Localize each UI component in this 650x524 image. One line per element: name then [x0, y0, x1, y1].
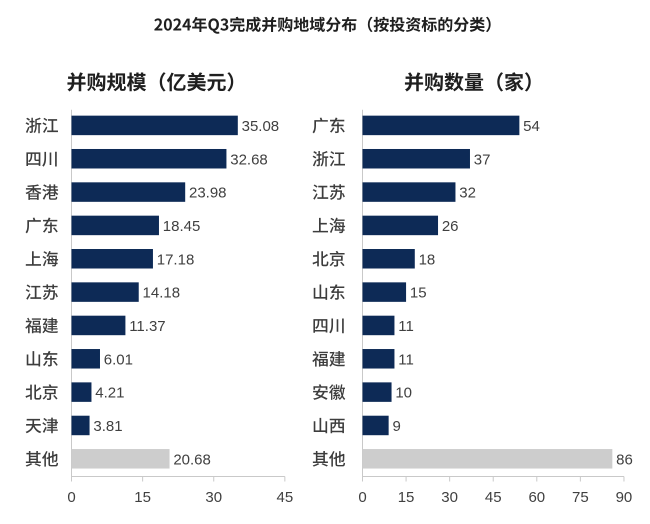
svg-text:14.18: 14.18 — [143, 285, 181, 302]
svg-text:60: 60 — [528, 489, 545, 506]
svg-text:32: 32 — [459, 185, 476, 202]
svg-text:37: 37 — [474, 151, 491, 168]
svg-text:30: 30 — [441, 489, 458, 506]
svg-text:15: 15 — [134, 489, 151, 506]
svg-text:45: 45 — [276, 489, 293, 506]
svg-text:11: 11 — [398, 351, 414, 368]
svg-text:3.81: 3.81 — [93, 418, 122, 435]
svg-text:0: 0 — [67, 489, 75, 506]
svg-text:17.18: 17.18 — [157, 251, 195, 268]
svg-text:30: 30 — [205, 489, 222, 506]
svg-text:54: 54 — [523, 118, 540, 135]
svg-text:15: 15 — [398, 489, 415, 506]
svg-text:0: 0 — [358, 489, 366, 506]
svg-text:9: 9 — [392, 418, 400, 435]
svg-text:75: 75 — [572, 489, 589, 506]
svg-text:35.08: 35.08 — [242, 118, 280, 135]
svg-text:11: 11 — [398, 318, 414, 335]
svg-text:11.37: 11.37 — [129, 318, 165, 335]
svg-text:45: 45 — [485, 489, 502, 506]
svg-text:10: 10 — [395, 385, 412, 402]
svg-text:18.45: 18.45 — [163, 218, 201, 235]
svg-text:20.68: 20.68 — [173, 451, 211, 468]
svg-text:32.68: 32.68 — [230, 151, 268, 168]
svg-text:18: 18 — [419, 251, 436, 268]
svg-text:86: 86 — [616, 451, 633, 468]
svg-text:15: 15 — [410, 285, 427, 302]
svg-text:4.21: 4.21 — [95, 385, 124, 402]
svg-text:26: 26 — [442, 218, 459, 235]
svg-text:23.98: 23.98 — [189, 185, 227, 202]
svg-text:6.01: 6.01 — [104, 351, 133, 368]
svg-text:90: 90 — [616, 489, 633, 506]
